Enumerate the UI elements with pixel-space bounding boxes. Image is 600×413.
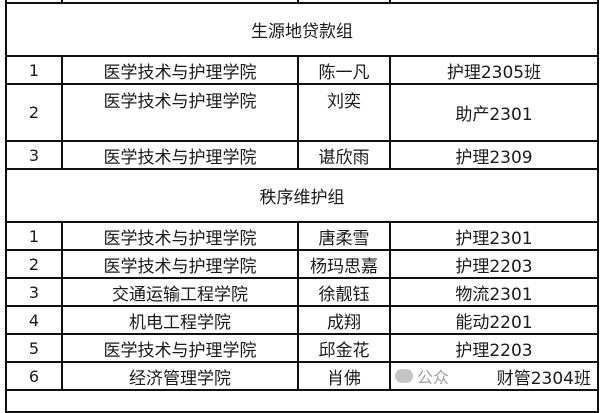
table-row: 2 医学技术与护理学院 刘奕 助产2301 (5, 83, 599, 142)
table-row: 4 机电工程学院 成翔 能动2201 (5, 305, 599, 335)
college: 医学技术与护理学院 (61, 140, 299, 170)
table-row: 1 医学技术与护理学院 陈一凡 护理2305班 (5, 55, 599, 85)
row-number: 5 (5, 333, 63, 363)
college: 医学技术与护理学院 (61, 333, 299, 363)
class: 物流2301 (389, 277, 599, 307)
row-number: 3 (5, 277, 63, 307)
table-row-partial (5, 389, 599, 413)
class: 护理2305班 (389, 55, 599, 85)
watermark: 公众 (395, 364, 449, 388)
student-name: 成翔 (297, 305, 391, 335)
watermark-text: 公众 (417, 368, 450, 387)
table-row: 1 医学技术与护理学院 唐柔雪 护理2301 (5, 221, 599, 251)
row-number: 3 (5, 140, 63, 170)
row-number: 4 (5, 305, 63, 335)
college: 医学技术与护理学院 (61, 55, 299, 85)
row-number: 1 (5, 221, 63, 251)
college: 交通运输工程学院 (61, 277, 299, 307)
class: 助产2301 (389, 83, 599, 142)
group-title: 生源地贷款组 (5, 2, 599, 57)
class-cell: 公众 财管2304班 (389, 361, 599, 391)
wechat-icon (395, 369, 413, 383)
table-row: 6 经济管理学院 肖佛 公众 财管2304班 (5, 361, 599, 391)
class: 护理2203 (389, 333, 599, 363)
student-name: 肖佛 (297, 361, 391, 391)
table-row: 2 医学技术与护理学院 杨玛思嘉 护理2203 (5, 249, 599, 279)
class: 护理2309 (389, 140, 599, 170)
class: 护理2301 (389, 221, 599, 251)
college: 机电工程学院 (61, 305, 299, 335)
student-name: 徐靓钰 (297, 277, 391, 307)
student-name: 谌欣雨 (297, 140, 391, 170)
group-title: 秩序维护组 (5, 168, 599, 223)
student-name: 杨玛思嘉 (297, 249, 391, 279)
college: 医学技术与护理学院 (61, 221, 299, 251)
student-name: 陈一凡 (297, 55, 391, 85)
class: 护理2203 (389, 249, 599, 279)
student-name: 刘奕 (297, 83, 391, 142)
class: 财管2304班 (496, 368, 591, 389)
table-row: 3 医学技术与护理学院 谌欣雨 护理2309 (5, 140, 599, 170)
table-row-partial (5, 0, 599, 4)
college: 医学技术与护理学院 (61, 249, 299, 279)
row-number: 6 (5, 361, 63, 391)
class: 能动2201 (389, 305, 599, 335)
volunteer-table: 生源地贷款组 1 医学技术与护理学院 陈一凡 护理2305班 2 医学技术与护理学院 刘奕… (5, 0, 599, 413)
student-name: 邱金花 (297, 333, 391, 363)
group-header-row: 生源地贷款组 (5, 2, 599, 57)
table-row: 5 医学技术与护理学院 邱金花 护理2203 (5, 333, 599, 363)
student-name: 唐柔雪 (297, 221, 391, 251)
group-header-row: 秩序维护组 (5, 168, 599, 223)
college: 医学技术与护理学院 (61, 83, 299, 142)
college: 经济管理学院 (61, 361, 299, 391)
row-number: 2 (5, 249, 63, 279)
row-number: 2 (5, 83, 63, 142)
class-cell-content: 公众 财管2304班 (392, 364, 596, 389)
row-number: 1 (5, 55, 63, 85)
table-row: 3 交通运输工程学院 徐靓钰 物流2301 (5, 277, 599, 307)
